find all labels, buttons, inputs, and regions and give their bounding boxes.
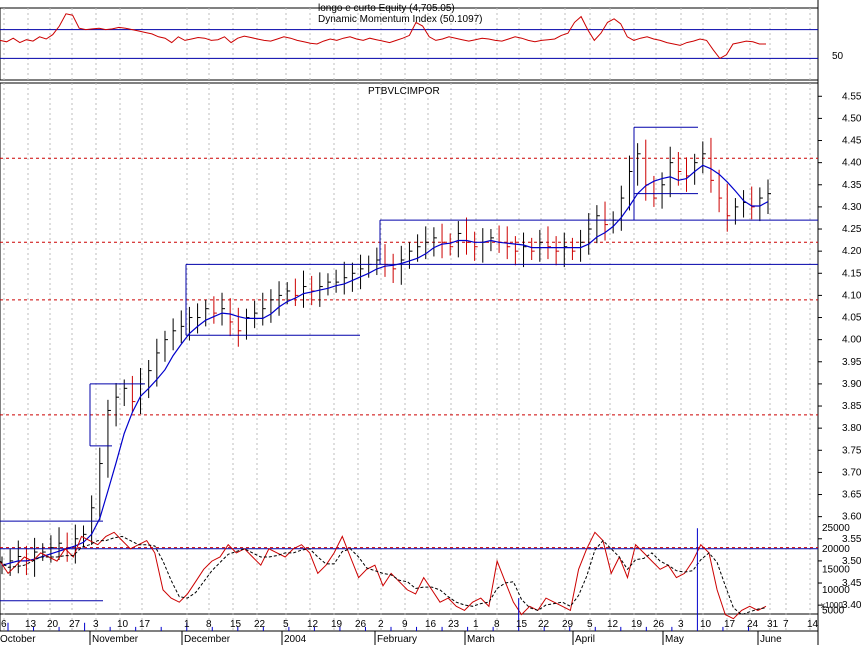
date-tick-20: 8 [494, 619, 500, 630]
price-tick-16: 4.20 [842, 246, 862, 257]
price-tick-14: 4.10 [842, 290, 862, 301]
date-tick-6: 17 [139, 619, 151, 630]
date-tick-22: 22 [538, 619, 550, 630]
date-tick-31: 24 [747, 619, 759, 630]
month-label-1: November [92, 634, 139, 645]
price-tick-10: 3.90 [842, 379, 862, 390]
price-tick-2: 3.50 [842, 556, 862, 567]
price-tick-11: 3.95 [842, 357, 862, 368]
price-bars [0, 126, 818, 602]
volume-tick-3: 20000 [822, 544, 850, 555]
price-tick-0: 3.40 [842, 600, 862, 611]
price-tick-13: 4.05 [842, 313, 862, 324]
month-label-0: October [0, 634, 36, 645]
date-tick-24: 5 [587, 619, 593, 630]
top-indicator-panel [0, 7, 819, 81]
date-tick-17: 16 [425, 619, 437, 630]
volume-signal-line [0, 535, 767, 616]
volume-tick-2: 15000 [822, 564, 850, 575]
volume-tick-0: 5000 [822, 605, 845, 616]
volume-line [0, 531, 767, 620]
price-tick-4: 3.60 [842, 512, 862, 523]
date-tick-32: 31 [767, 619, 779, 630]
month-label-2: December [184, 634, 231, 645]
price-tick-5: 3.65 [842, 490, 862, 501]
date-tick-13: 19 [331, 619, 343, 630]
price-tick-6: 3.70 [842, 467, 862, 478]
indicator-line-1: longo e curto Equity (4,705.05) [318, 3, 455, 14]
date-tick-26: 19 [631, 619, 643, 630]
price-tick-20: 4.40 [842, 158, 862, 169]
axis-labels: 3.40 3.45 3.50 3.55 3.60 3.65 3.70 3.75 3.80 3.85… [0, 91, 862, 645]
date-tick-2: 20 [47, 619, 59, 630]
month-label-5: March [467, 634, 495, 645]
date-tick-0: 6 [1, 619, 7, 630]
chart-title: PTBVLCIMPOR [368, 86, 440, 97]
indicator-tick-50: 50 [832, 51, 844, 62]
month-label-8: June [760, 634, 782, 645]
date-tick-29: 10 [700, 619, 712, 630]
date-tick-34: 14 [807, 619, 819, 630]
price-tick-1: 3.45 [842, 578, 862, 589]
price-tick-23: 4.55 [842, 91, 862, 102]
date-tick-21: 15 [516, 619, 528, 630]
momentum-series [0, 13, 818, 60]
date-tick-3: 27 [69, 619, 81, 630]
price-panel [0, 82, 819, 615]
indicator-line-2: Dynamic Momentum Index (50.1097) [318, 14, 483, 25]
price-tick-8: 3.80 [842, 423, 862, 434]
date-tick-28: 3 [678, 619, 684, 630]
month-label-4: February [377, 634, 417, 645]
date-tick-18: 23 [448, 619, 460, 630]
date-tick-25: 12 [607, 619, 619, 630]
date-tick-7: 1 [184, 619, 190, 630]
month-label-6: April [575, 634, 595, 645]
moving-average-line [1, 164, 769, 566]
price-tick-17: 4.25 [842, 224, 862, 235]
date-tick-1: 13 [25, 619, 37, 630]
price-tick-18: 4.30 [842, 202, 862, 213]
date-tick-15: 2 [378, 619, 384, 630]
date-tick-12: 12 [307, 619, 319, 630]
volume-scale-note: x1000 [821, 601, 843, 610]
price-tick-9: 3.85 [842, 401, 862, 412]
date-tick-8: 8 [206, 619, 212, 630]
vertical-gridlines [3, 8, 811, 631]
date-tick-30: 17 [724, 619, 736, 630]
date-tick-16: 9 [402, 619, 408, 630]
momentum-line [0, 13, 766, 60]
price-tick-19: 4.35 [842, 180, 862, 191]
price-tick-12: 4.00 [842, 335, 862, 346]
volume-tick-4: 25000 [822, 523, 850, 534]
date-tick-27: 26 [653, 619, 665, 630]
date-tick-33: 7 [783, 619, 789, 630]
volume-series [0, 528, 818, 631]
price-tick-3: 3.55 [842, 534, 862, 545]
price-tick-15: 4.15 [842, 268, 862, 279]
date-tick-23: 29 [562, 619, 574, 630]
date-tick-19: 1 [473, 619, 479, 630]
date-tick-14: 26 [355, 619, 367, 630]
price-tick-21: 4.45 [842, 136, 862, 147]
date-tick-9: 15 [230, 619, 242, 630]
price-tick-7: 3.75 [842, 445, 862, 456]
date-tick-11: 5 [283, 619, 289, 630]
date-tick-5: 10 [117, 619, 129, 630]
month-label-7: May [665, 634, 684, 645]
date-tick-4: 3 [93, 619, 99, 630]
date-tick-10: 22 [254, 619, 266, 630]
month-label-3: 2004 [284, 634, 307, 645]
volume-tick-1: 10000 [822, 585, 850, 596]
price-tick-22: 4.50 [842, 113, 862, 124]
